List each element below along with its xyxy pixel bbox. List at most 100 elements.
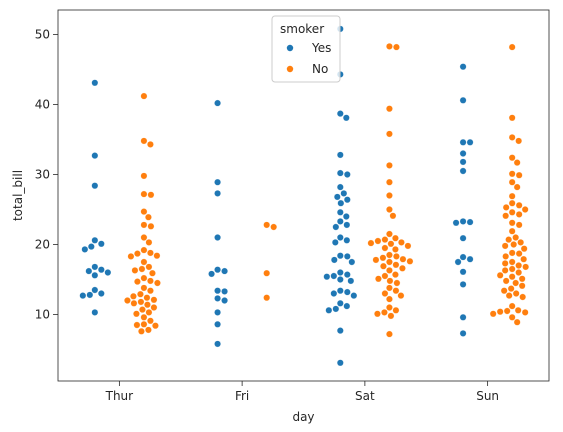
data-point-yes — [343, 171, 351, 178]
data-point-no — [398, 239, 405, 246]
data-point-no — [406, 257, 414, 265]
data-point-yes — [466, 138, 474, 146]
data-point-no — [502, 253, 510, 260]
data-point-yes — [214, 99, 221, 107]
data-point-no — [386, 130, 393, 138]
data-point-no — [512, 290, 520, 297]
data-point-no — [386, 162, 393, 169]
data-point-no — [507, 285, 515, 292]
data-point-yes — [97, 240, 105, 248]
data-point-yes — [87, 243, 95, 250]
data-point-no — [399, 264, 406, 272]
data-point-no — [386, 295, 393, 303]
data-point-yes — [459, 313, 467, 321]
legend: smoker Yes No — [271, 15, 341, 83]
y-axis-label: total_bill — [11, 170, 25, 221]
data-point-no — [154, 279, 161, 287]
data-point-no — [130, 292, 137, 300]
data-point-yes — [459, 253, 467, 261]
data-point-yes — [336, 151, 344, 159]
data-point-no — [147, 222, 155, 230]
data-point-yes — [336, 110, 344, 117]
x-axis: Thur Fri Sat Sun — [105, 381, 499, 403]
data-point-no — [387, 312, 395, 320]
data-point-yes — [343, 288, 351, 296]
data-point-yes — [214, 295, 221, 302]
data-point-yes — [336, 218, 344, 225]
data-point-yes — [343, 271, 351, 278]
data-point-no — [508, 265, 516, 273]
data-point-yes — [91, 152, 99, 159]
data-point-no — [515, 269, 523, 276]
data-point-yes — [459, 218, 467, 225]
data-point-no — [392, 271, 399, 278]
data-point-no — [489, 310, 497, 318]
data-point-no — [375, 275, 382, 283]
data-point-yes — [336, 252, 344, 260]
data-point-no — [145, 239, 153, 246]
legend-entry-label: Yes — [311, 41, 331, 55]
data-point-yes — [336, 359, 344, 367]
data-point-no — [513, 183, 521, 191]
data-point-no — [501, 267, 509, 274]
x-tick-label: Sun — [476, 389, 499, 403]
data-point-yes — [336, 169, 344, 177]
data-point-yes — [214, 190, 221, 197]
data-point-no — [379, 254, 387, 262]
data-point-yes — [336, 327, 344, 334]
data-point-no — [517, 239, 525, 246]
x-axis-label: day — [292, 410, 314, 424]
data-point-yes — [330, 272, 338, 280]
data-point-yes — [348, 258, 356, 266]
data-point-no — [397, 292, 405, 299]
data-point-no — [138, 265, 146, 273]
data-point-no — [502, 212, 510, 220]
data-point-no — [270, 223, 278, 231]
data-point-no — [374, 237, 382, 245]
data-point-yes — [452, 219, 460, 227]
data-point-no — [124, 297, 131, 304]
data-point-no — [508, 134, 516, 141]
data-point-yes — [459, 150, 467, 157]
data-point-no — [386, 178, 393, 186]
data-point-no — [515, 221, 523, 229]
data-point-no — [381, 272, 389, 280]
data-point-yes — [325, 306, 333, 314]
data-point-no — [127, 253, 135, 260]
data-point-yes — [104, 269, 112, 276]
data-point-yes — [336, 208, 344, 216]
data-point-no — [508, 249, 516, 257]
data-point-no — [143, 294, 151, 302]
x-tick-label: Sat — [355, 389, 375, 403]
data-point-no — [508, 313, 516, 321]
data-point-no — [512, 279, 520, 287]
data-point-no — [521, 309, 529, 316]
data-point-no — [519, 293, 527, 301]
data-point-yes — [214, 234, 221, 241]
data-point-no — [381, 236, 389, 243]
data-point-no — [505, 292, 513, 299]
data-point-no — [508, 154, 516, 162]
data-point-no — [139, 306, 146, 313]
data-point-yes — [330, 256, 338, 264]
data-point-no — [147, 141, 154, 148]
data-point-no — [393, 279, 401, 287]
data-point-yes — [91, 309, 99, 316]
data-point-yes — [466, 255, 474, 263]
data-point-no — [399, 255, 407, 263]
data-point-no — [147, 317, 154, 325]
data-point-no — [138, 327, 145, 335]
data-point-no — [381, 290, 389, 297]
data-point-yes — [343, 302, 351, 310]
data-point-no — [521, 206, 529, 213]
data-point-no — [263, 269, 271, 277]
data-point-no — [263, 294, 271, 302]
data-point-no — [392, 306, 400, 314]
data-point-no — [508, 302, 516, 310]
data-point-no — [508, 258, 516, 266]
data-point-no — [393, 43, 400, 51]
data-point-no — [387, 240, 395, 248]
data-point-yes — [330, 290, 338, 297]
plot-area — [57, 9, 550, 382]
data-point-yes — [221, 288, 228, 295]
